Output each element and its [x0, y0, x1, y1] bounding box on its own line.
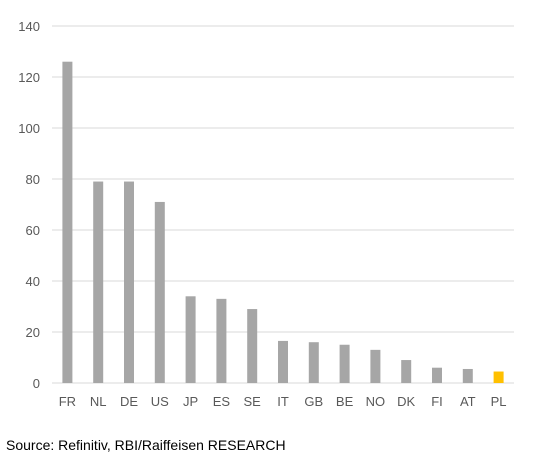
y-tick-label: 60	[26, 223, 40, 238]
x-tick-label: GB	[304, 394, 323, 409]
y-tick-label: 120	[18, 70, 40, 85]
bar-fr	[62, 61, 73, 383]
x-tick-label: NL	[90, 394, 107, 409]
y-tick-label: 20	[26, 325, 40, 340]
x-tick-label: SE	[244, 394, 262, 409]
bar-es	[216, 298, 227, 383]
bar-be	[339, 344, 350, 383]
x-tick-label: US	[151, 394, 169, 409]
x-tick-label: DK	[397, 394, 415, 409]
x-tick-label: JP	[183, 394, 198, 409]
x-tick-label: ES	[213, 394, 231, 409]
bar-at	[462, 368, 473, 383]
x-tick-label: FR	[59, 394, 76, 409]
y-tick-label: 100	[18, 121, 40, 136]
x-tick-label: BE	[336, 394, 354, 409]
bar-gb	[308, 342, 319, 383]
bar-fi	[432, 367, 442, 383]
y-tick-label: 0	[33, 376, 40, 391]
bar-us	[154, 201, 165, 383]
source-note: Source: Refinitiv, RBI/Raiffeisen RESEAR…	[6, 437, 286, 453]
bar-jp	[185, 296, 196, 383]
gridlines	[52, 25, 514, 384]
x-tick-label: DE	[120, 394, 138, 409]
y-tick-label: 140	[18, 19, 40, 34]
bar-it	[278, 340, 288, 383]
x-tick-label: NO	[366, 394, 386, 409]
y-tick-label: 80	[26, 172, 40, 187]
x-tick-label: AT	[460, 394, 476, 409]
x-tick-label: PL	[491, 394, 507, 409]
bar-chart: 0 20 40 60 80 100 120 140 FR NL DE US JP ES SE IT GB BE N…	[18, 19, 514, 409]
y-axis-ticks: 0 20 40 60 80 100 120 140	[18, 19, 40, 391]
x-axis-labels: FR NL DE US JP ES SE IT GB BE NO DK FI AT PL	[59, 394, 507, 409]
x-tick-label: FI	[431, 394, 443, 409]
bar-no	[370, 349, 381, 383]
bar-se	[247, 309, 258, 383]
bar-nl	[93, 181, 104, 383]
bar-de	[124, 181, 134, 383]
bar-pl	[493, 371, 504, 383]
bars	[62, 61, 504, 383]
x-tick-label: IT	[277, 394, 289, 409]
y-tick-label: 40	[26, 274, 40, 289]
bar-dk	[401, 360, 412, 383]
